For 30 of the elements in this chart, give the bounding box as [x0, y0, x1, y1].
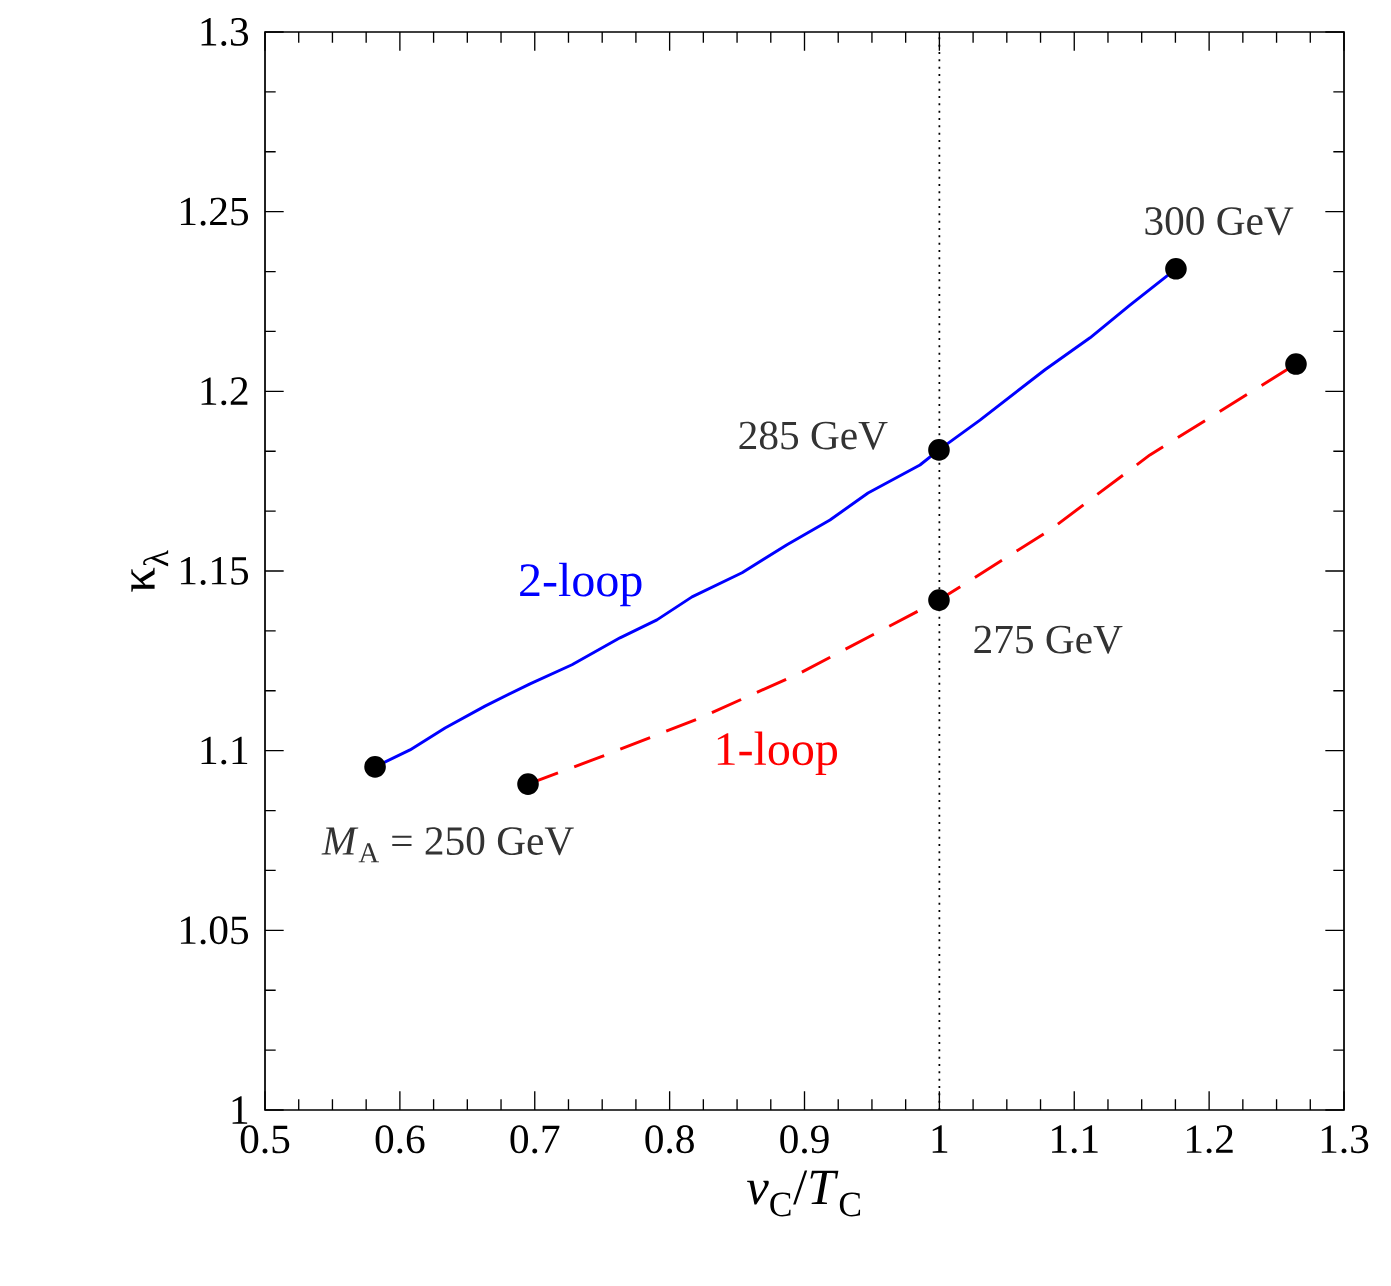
point: [517, 773, 539, 795]
y-tick-label: 1.25: [180, 197, 249, 226]
x-tick-label: 0.8: [645, 1125, 694, 1154]
point: [928, 589, 950, 611]
x-tick-label: 0.5: [240, 1125, 290, 1154]
x-tick-label: 1.2: [1186, 1125, 1233, 1154]
series-label: 2-loop: [520, 562, 642, 607]
annotation: M$_{A}$ = 250 GeV: [321, 827, 574, 863]
x-axis-title: v$_{C}$/T$_{C}$: [747, 1170, 861, 1217]
y-axis-title: κ$_{λ}$: [131, 550, 169, 592]
x-tick-label: 1: [932, 1125, 948, 1153]
x-tick-label: 0.9: [780, 1125, 829, 1154]
y-tick-label: 1.1: [201, 736, 248, 765]
x-tick-label: 0.6: [375, 1125, 425, 1154]
y-tick-label: 1.05: [180, 916, 249, 945]
y-tick-label: 1: [232, 1096, 248, 1124]
y-tick-label: 1.15: [180, 557, 249, 585]
annotation: 275 GeV: [974, 625, 1123, 654]
annotation: 300 GeV: [1145, 207, 1294, 236]
annotation: 285 GeV: [739, 421, 888, 450]
x-tick-label: 1.3: [1321, 1125, 1369, 1154]
x-tick-label: 1.1: [1052, 1125, 1098, 1154]
series-label: 1-loop: [717, 731, 838, 776]
y-tick-label: 1.2: [201, 377, 248, 406]
point: [928, 439, 950, 461]
y-tick-label: 1.3: [201, 18, 249, 46]
point: [364, 756, 386, 778]
x-tick-label: 0.7: [510, 1125, 560, 1154]
point: [1285, 353, 1307, 375]
point: [1165, 257, 1187, 280]
